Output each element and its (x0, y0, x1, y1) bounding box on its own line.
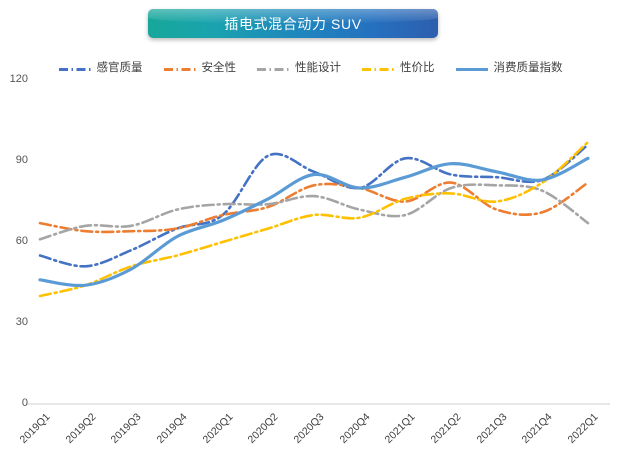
x-axis-labels: 2019Q1 2019Q2 2019Q3 2019Q4 2020Q1 2020Q2 2020… (0, 408, 620, 465)
legend-item-感官质量[interactable]: 感官质量 (58, 59, 143, 75)
legend-swatch-icon (361, 62, 395, 73)
chart-legend: 感官质量 安全性 性能设计 性价比 消费质量指数 (0, 56, 620, 78)
legend-item-安全性[interactable]: 安全性 (163, 59, 237, 75)
y-axis-tick-label: 30 (15, 316, 28, 328)
x-axis-tick-label: 2019Q4 (154, 411, 190, 446)
legend-swatch-icon (256, 62, 290, 73)
series-line-安全性 (38, 181, 590, 234)
x-axis-tick-label: 2019Q1 (17, 411, 53, 446)
x-axis-tick-label: 2022Q1 (565, 411, 601, 446)
legend-label: 消费质量指数 (493, 62, 563, 74)
x-axis-tick-label: 2020Q4 (337, 411, 373, 446)
legend-swatch-icon (58, 62, 92, 73)
y-axis-tick-label: 120 (9, 73, 28, 85)
legend-item-性价比[interactable]: 性价比 (361, 59, 435, 75)
y-axis-tick-label: 60 (15, 235, 28, 247)
x-axis-tick-label: 2020Q2 (245, 411, 281, 446)
chart-svg (26, 140, 610, 405)
y-axis-tick-label: 90 (15, 154, 28, 166)
legend-label: 感官质量 (96, 62, 143, 74)
x-axis-tick-label: 2019Q2 (63, 411, 99, 446)
x-axis-tick-label: 2021Q3 (474, 411, 510, 446)
x-axis-tick-label: 2020Q1 (200, 411, 236, 446)
legend-label: 性能设计 (295, 62, 341, 74)
legend-label: 安全性 (201, 62, 237, 74)
x-axis-tick-label: 2021Q1 (382, 411, 418, 446)
chart-title-text: 插电式混合动力 SUV (224, 15, 362, 32)
legend-swatch-icon (455, 62, 489, 73)
y-axis-tick-label: 0 (21, 397, 28, 409)
x-axis-tick-label: 2021Q2 (428, 411, 464, 446)
series-line-感官质量 (38, 143, 590, 268)
legend-label: 性价比 (400, 62, 435, 74)
x-axis-tick-label: 2019Q3 (108, 411, 144, 446)
chart-plot-area: 0 30 60 90 120 (0, 73, 620, 416)
series-line-性能设计 (38, 183, 590, 241)
x-axis-tick-label: 2021Q4 (519, 411, 555, 446)
legend-item-消费质量指数[interactable]: 消费质量指数 (455, 59, 563, 75)
legend-item-性能设计[interactable]: 性能设计 (256, 59, 341, 75)
x-axis-tick-label: 2020Q3 (291, 411, 327, 446)
chart-title-banner: 插电式混合动力 SUV (148, 9, 438, 38)
legend-swatch-icon (163, 62, 197, 73)
series-line-消费质量指数 (38, 156, 590, 288)
